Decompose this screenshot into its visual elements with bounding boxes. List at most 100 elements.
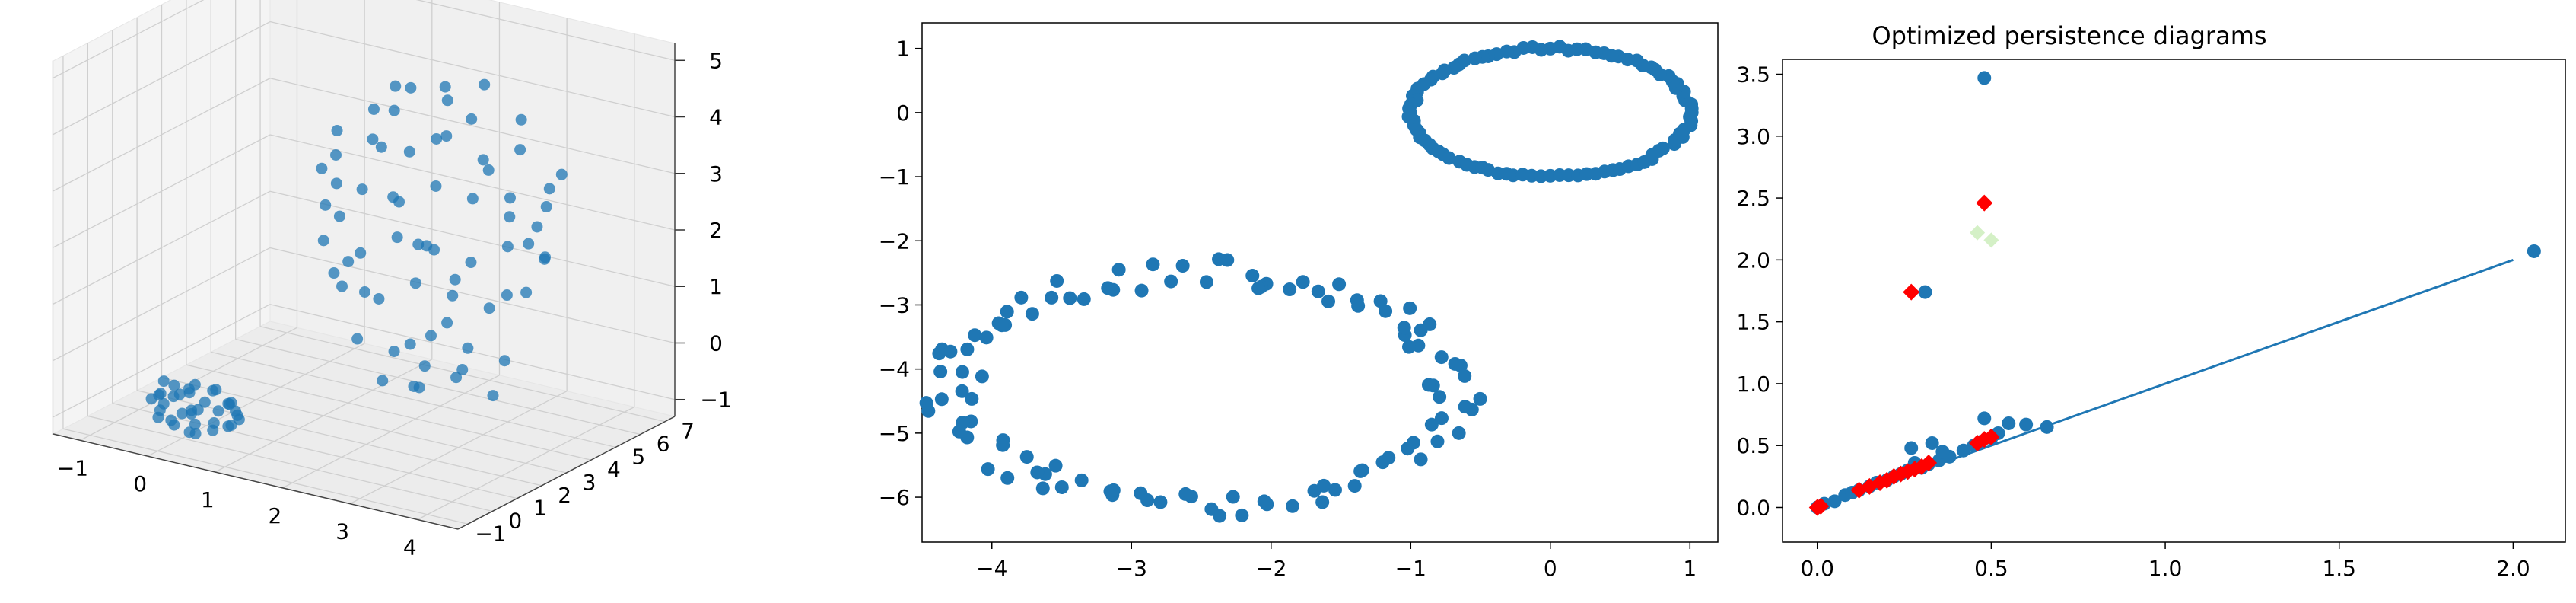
optimized-point [1983, 428, 2000, 445]
data-point [1332, 277, 1347, 292]
data-point [543, 183, 555, 195]
data-point [979, 330, 994, 345]
data-point [1283, 282, 1297, 297]
data-point [330, 177, 342, 190]
x-tick-label: 1 [1683, 556, 1697, 581]
data-point [487, 390, 499, 402]
x-tick-label: −1 [57, 455, 88, 480]
grid-line [52, 247, 271, 362]
grid-line [87, 415, 493, 512]
data-point [1019, 450, 1034, 464]
x-tick-label: 0 [133, 471, 147, 496]
y-tick-label: −2 [879, 228, 910, 254]
data-point [921, 404, 936, 418]
grid-line [52, 134, 271, 248]
data-point [168, 419, 180, 431]
data-point [960, 342, 975, 356]
grid-line [52, 0, 205, 78]
data-point [955, 365, 969, 379]
data-point [168, 379, 180, 391]
data-point [1421, 378, 1436, 392]
data-point [462, 342, 474, 354]
data-point [456, 364, 469, 375]
data-point [367, 133, 379, 145]
data-point [1315, 495, 1330, 509]
data-point [482, 164, 495, 176]
data-point [1423, 317, 1437, 331]
y-tick-label: 2.0 [1736, 247, 1770, 273]
y-tick-label: 1 [533, 496, 547, 521]
diagram-point [1904, 441, 1919, 455]
data-point [1458, 368, 1472, 383]
data-point [1153, 495, 1168, 509]
data-point [1355, 463, 1369, 477]
data-point [342, 256, 355, 268]
data-point [1317, 478, 1331, 493]
diagram-point [1977, 411, 1992, 426]
z-tick-label: 1 [709, 274, 723, 299]
diagram-point [2527, 244, 2541, 258]
data-point [225, 420, 237, 432]
data-point [440, 130, 453, 142]
diagram-point [1918, 285, 1932, 299]
y-tick-label: 1.0 [1736, 372, 1770, 397]
data-point [515, 113, 527, 126]
data-point [1050, 273, 1064, 288]
data-point [356, 183, 368, 196]
data-point [173, 388, 186, 400]
data-point [441, 317, 453, 329]
data-point [968, 328, 982, 343]
grid-line [269, 247, 676, 344]
y-tick-label: 2 [558, 483, 571, 508]
y-tick-label: −1 [475, 521, 506, 546]
data-point [331, 125, 343, 137]
y-tick-label: −5 [879, 421, 910, 446]
data-point [932, 346, 946, 361]
faint-point [1970, 225, 1986, 241]
data-point [1397, 321, 1411, 335]
data-point [317, 234, 329, 247]
y-tick-label: 3.5 [1736, 62, 1770, 88]
data-point [1101, 281, 1115, 295]
data-point [943, 344, 958, 359]
data-point [1424, 417, 1439, 432]
data-point [1473, 391, 1487, 406]
data-point [1000, 305, 1014, 319]
persistence-chart-title: Optimized persistence diagrams [1872, 21, 2266, 50]
y-tick-label: 6 [657, 432, 670, 457]
grid-line [161, 377, 567, 474]
y-tick-label: 1 [896, 37, 910, 62]
y-tick-label: 7 [681, 419, 695, 444]
data-point [431, 132, 443, 145]
z-tick-label: −1 [700, 388, 731, 413]
x-tick-label: 3 [336, 519, 349, 544]
data-point [965, 391, 979, 406]
data-point [1074, 473, 1089, 487]
x-tick-label: −1 [1395, 556, 1426, 581]
data-point [1134, 283, 1149, 298]
data-point [520, 286, 533, 298]
data-point [1199, 275, 1213, 289]
data-point [1025, 307, 1039, 321]
optimized-point [1903, 283, 1920, 301]
y-axis-line [457, 416, 676, 530]
optimized-point [1976, 194, 1993, 212]
data-point [1406, 436, 1420, 450]
data-point [189, 418, 201, 430]
diagram-point [2040, 420, 2054, 434]
data-point [1235, 508, 1249, 522]
grid-line [186, 364, 592, 461]
data-point [212, 405, 224, 417]
y-tick-label: 0 [508, 508, 522, 533]
data-point [320, 199, 332, 211]
data-point [1014, 290, 1029, 305]
y-tick-label: −1 [879, 164, 910, 190]
grid-line [62, 428, 469, 525]
data-point [1683, 110, 1697, 124]
data-point [1077, 292, 1091, 306]
data-point [154, 404, 166, 416]
data-point [1164, 274, 1178, 289]
data-point [1106, 483, 1121, 497]
data-point [504, 211, 516, 223]
data-point [230, 405, 242, 417]
